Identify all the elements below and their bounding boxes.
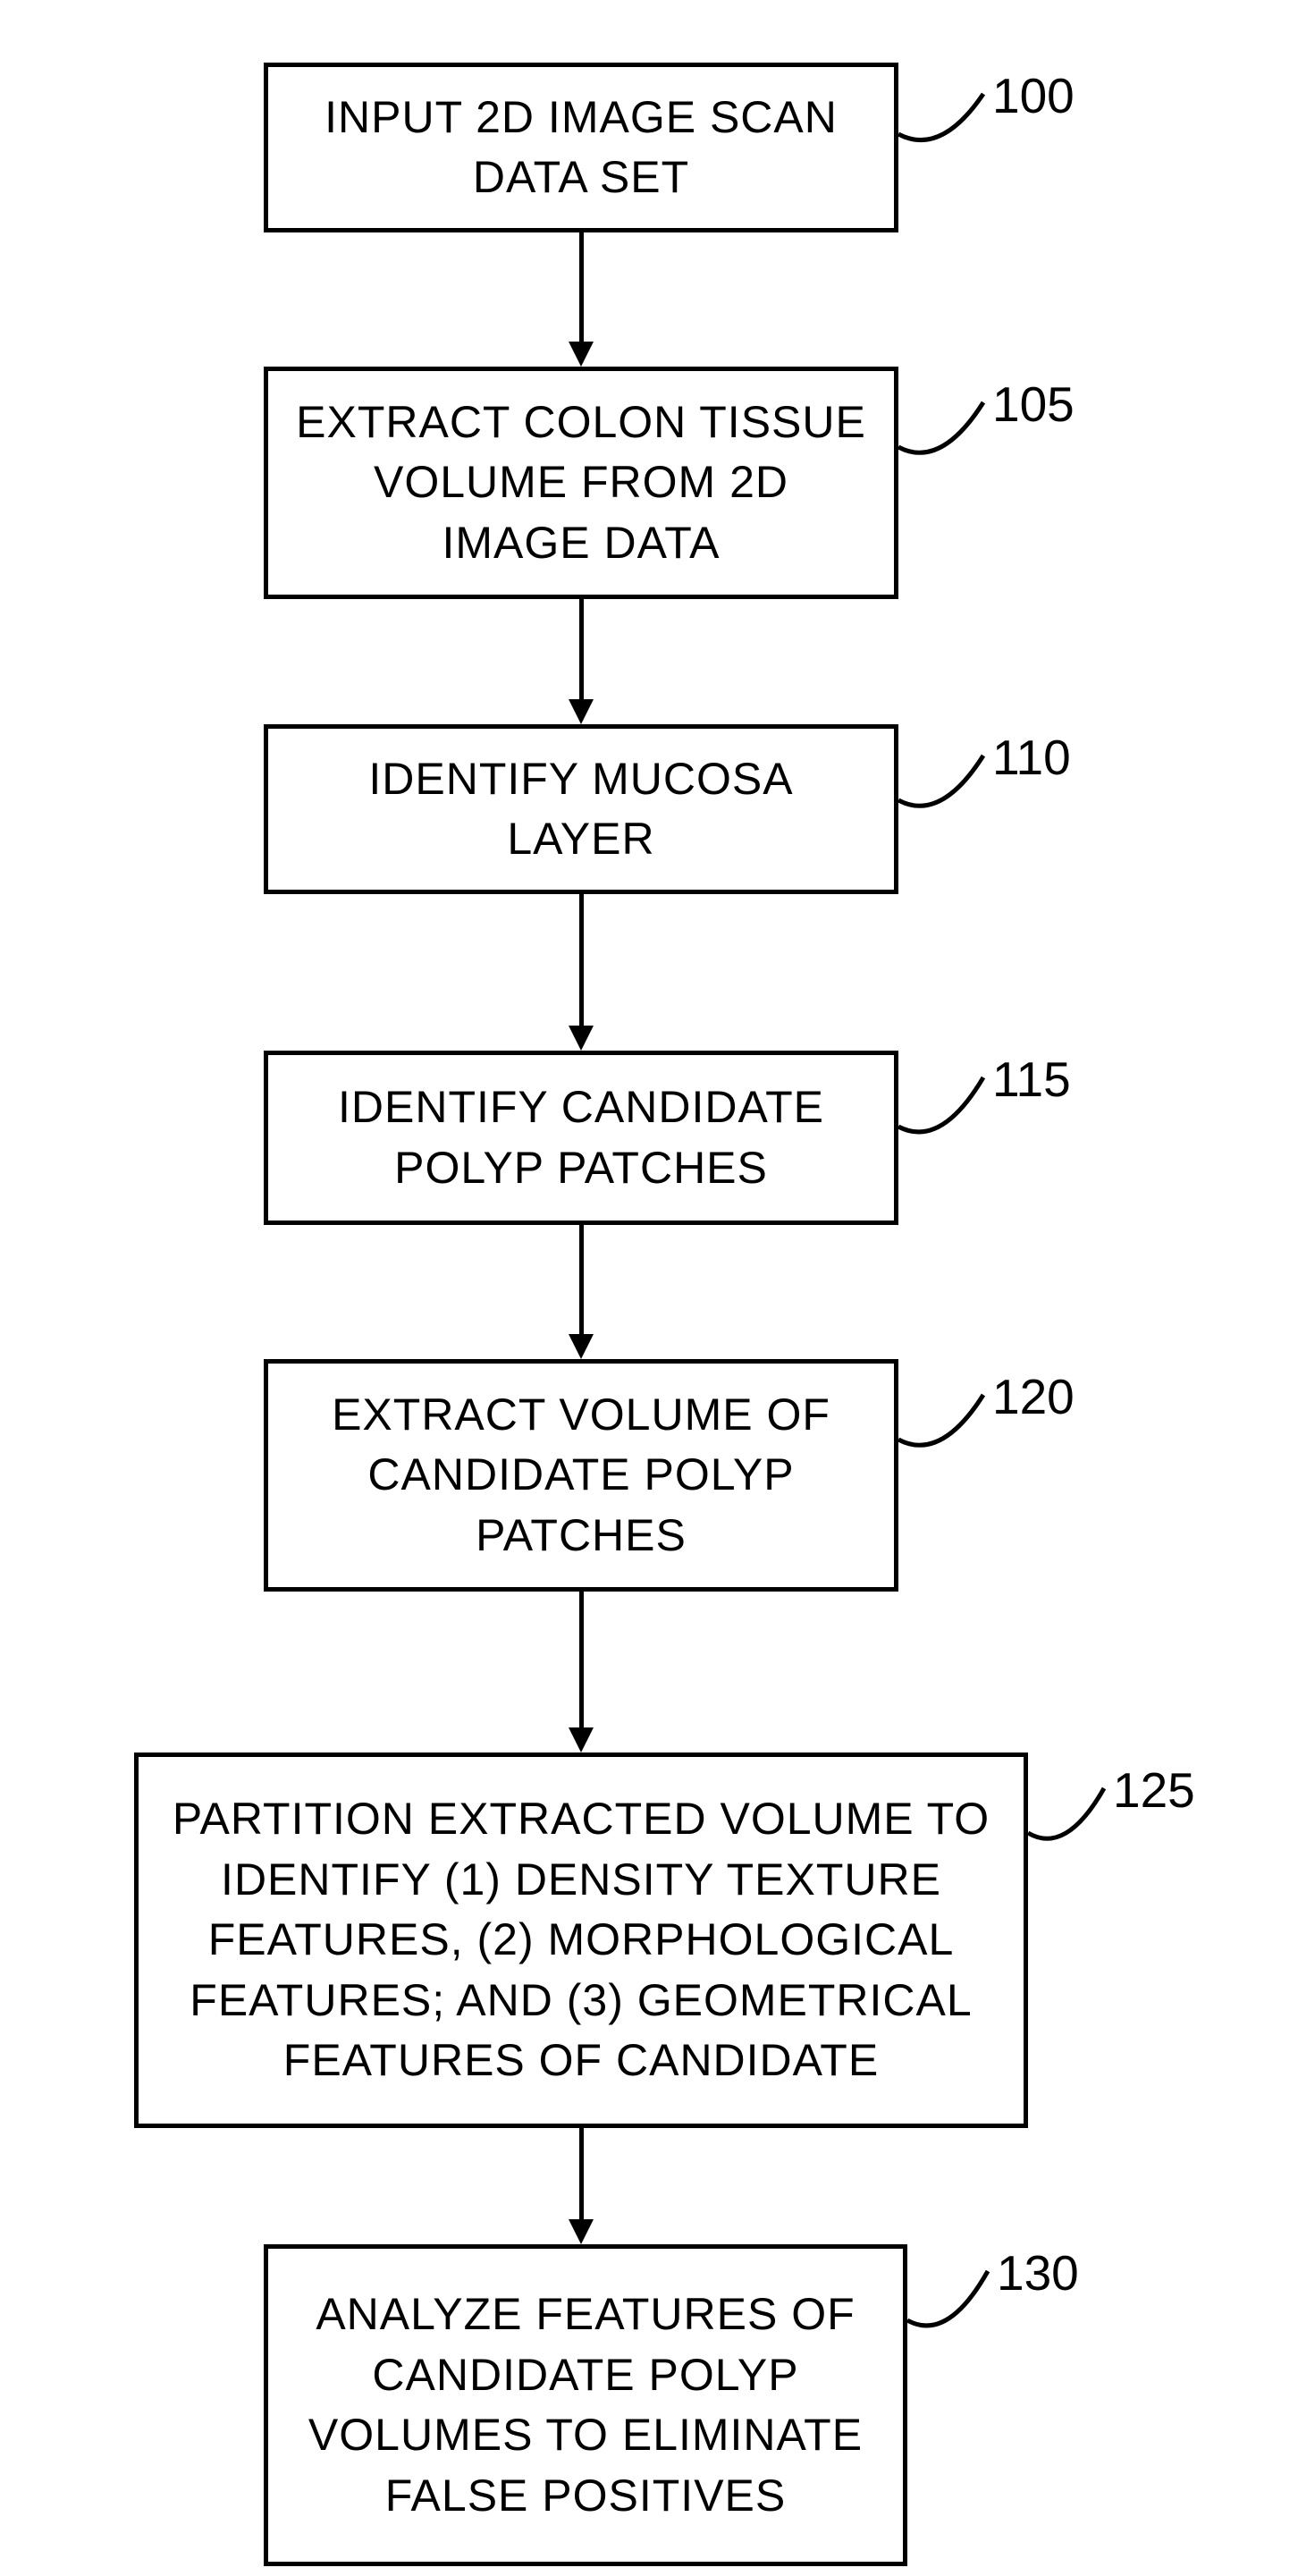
- arrow-line: [579, 894, 584, 1026]
- flowchart-node-110: IDENTIFY MUCOSA LAYER: [264, 724, 898, 894]
- flowchart-node-text-125: PARTITION EXTRACTED VOLUME TO IDENTIFY (…: [165, 1789, 997, 2091]
- arrow-line: [579, 1592, 584, 1727]
- ref-label-100: 100: [992, 67, 1075, 124]
- callout-curve-105: [889, 393, 992, 474]
- arrow-head-icon: [569, 1334, 594, 1359]
- callout-curve-100: [889, 85, 992, 161]
- arrow-line: [579, 599, 584, 699]
- flowchart-canvas: INPUT 2D IMAGE SCAN DATA SET EXTRACT COLO…: [0, 0, 1298, 2576]
- ref-label-130: 130: [997, 2244, 1079, 2302]
- callout-curve-130: [898, 2262, 997, 2347]
- flowchart-node-130: ANALYZE FEATURES OF CANDIDATE POLYP VOLU…: [264, 2244, 907, 2566]
- callout-curve-120: [889, 1386, 992, 1466]
- flowchart-node-115: IDENTIFY CANDIDATE POLYP PATCHES: [264, 1051, 898, 1225]
- ref-label-125: 125: [1113, 1761, 1195, 1819]
- flowchart-node-100: INPUT 2D IMAGE SCAN DATA SET: [264, 63, 898, 232]
- ref-label-110: 110: [992, 729, 1071, 786]
- flowchart-node-125: PARTITION EXTRACTED VOLUME TO IDENTIFY (…: [134, 1753, 1028, 2128]
- flowchart-node-120: EXTRACT VOLUME OF CANDIDATE POLYP PATCHE…: [264, 1359, 898, 1592]
- ref-label-120: 120: [992, 1368, 1075, 1425]
- arrow-line: [579, 2128, 584, 2219]
- arrow-head-icon: [569, 342, 594, 367]
- arrow-line: [579, 232, 584, 342]
- callout-curve-110: [889, 747, 992, 827]
- flowchart-node-text-100: INPUT 2D IMAGE SCAN DATA SET: [295, 88, 867, 208]
- callout-curve-125: [1019, 1779, 1113, 1860]
- flowchart-node-105: EXTRACT COLON TISSUE VOLUME FROM 2D IMAG…: [264, 367, 898, 599]
- arrow-head-icon: [569, 1727, 594, 1753]
- ref-label-115: 115: [992, 1051, 1071, 1108]
- arrow-line: [579, 1225, 584, 1334]
- arrow-head-icon: [569, 2219, 594, 2244]
- callout-curve-115: [889, 1068, 992, 1153]
- ref-label-105: 105: [992, 376, 1075, 433]
- flowchart-node-text-110: IDENTIFY MUCOSA LAYER: [295, 749, 867, 870]
- arrow-head-icon: [569, 1026, 594, 1051]
- flowchart-node-text-130: ANALYZE FEATURES OF CANDIDATE POLYP VOLU…: [295, 2285, 876, 2526]
- flowchart-node-text-115: IDENTIFY CANDIDATE POLYP PATCHES: [295, 1077, 867, 1198]
- flowchart-node-text-120: EXTRACT VOLUME OF CANDIDATE POLYP PATCHE…: [295, 1385, 867, 1567]
- flowchart-node-text-105: EXTRACT COLON TISSUE VOLUME FROM 2D IMAG…: [295, 393, 867, 574]
- arrow-head-icon: [569, 699, 594, 724]
